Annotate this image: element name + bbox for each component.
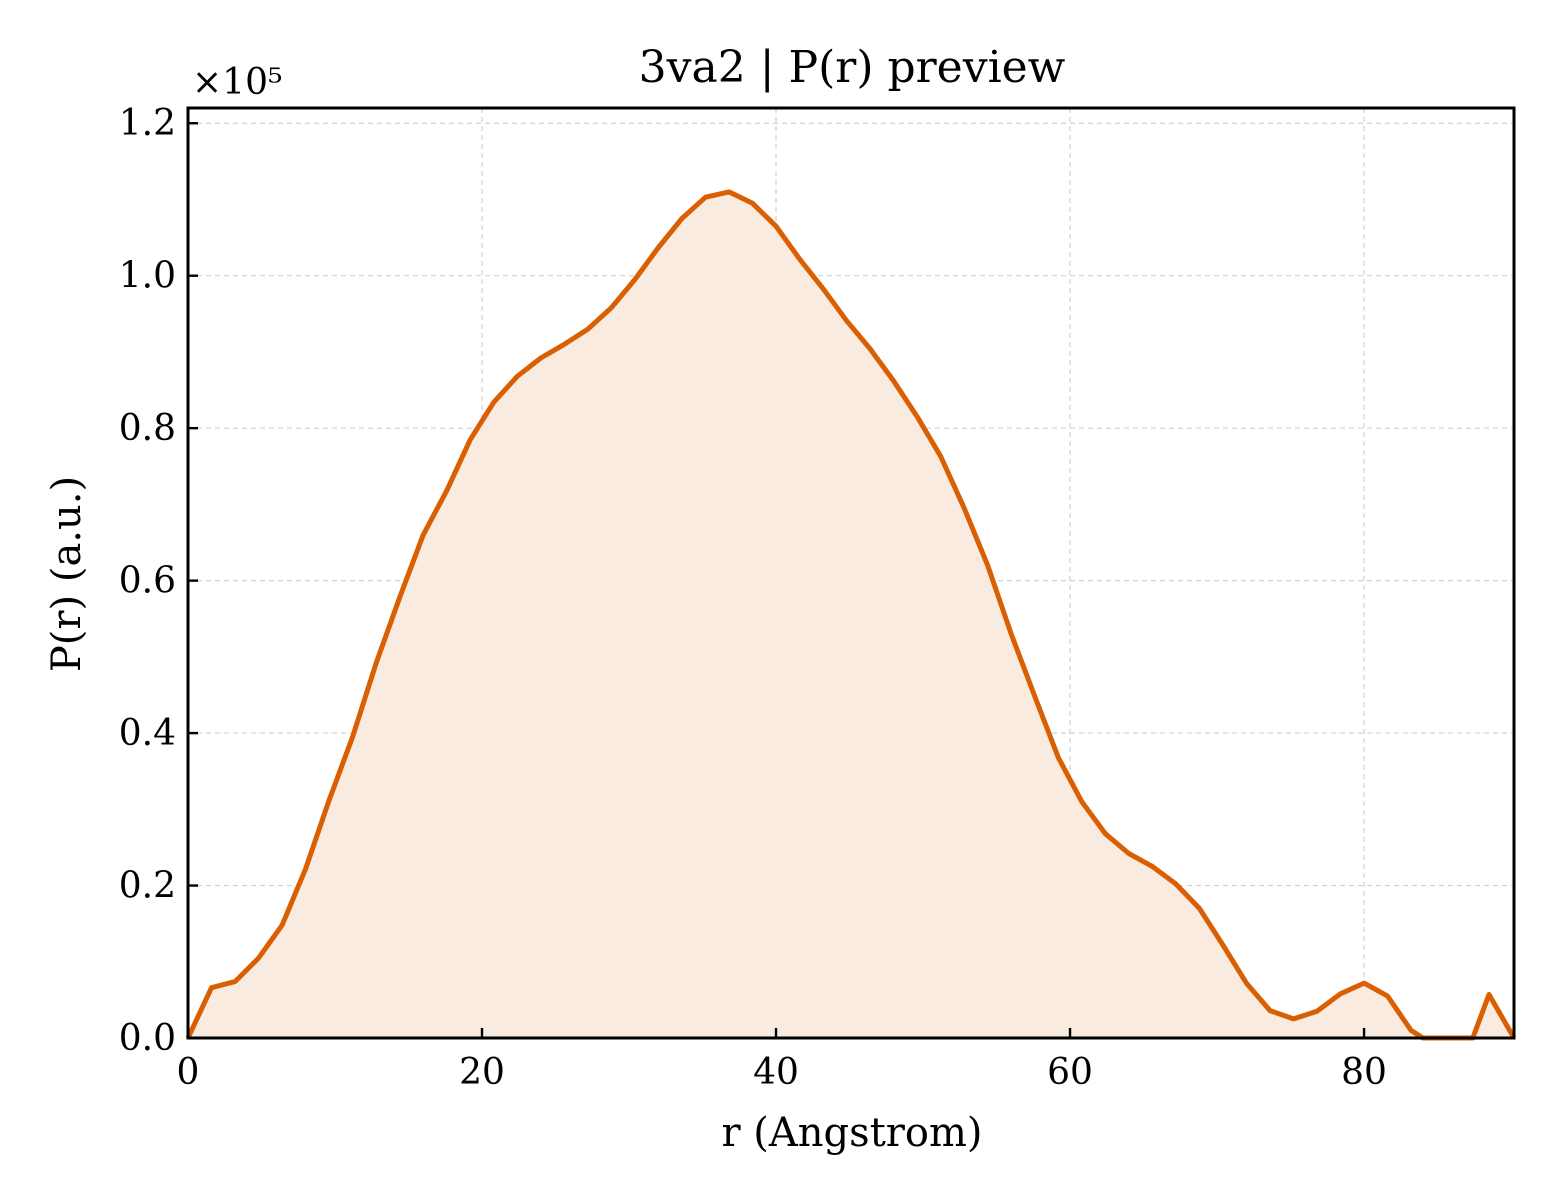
y-tick-label: 0.4 — [119, 713, 176, 754]
x-tick-label: 60 — [1047, 1052, 1093, 1093]
y-axis-label: P(r) (a.u.) — [44, 476, 90, 672]
data-area — [185, 189, 1517, 1041]
y-tick-label: 1.2 — [119, 103, 176, 144]
y-tick-label: 0.2 — [119, 866, 176, 907]
pr-series-line — [185, 189, 1517, 1041]
x-axis-label: r (Angstrom) — [721, 1110, 982, 1156]
x-tick-label: 20 — [459, 1052, 505, 1093]
chart-title: 3va2 | P(r) preview — [639, 42, 1066, 93]
x-tick-label: 0 — [177, 1052, 200, 1093]
axis-ticks: 0 20 40 60 80 0.0 0.2 0.4 0.6 0.8 1.0 1.2 — [119, 103, 1387, 1093]
y-tick-label: 1.0 — [119, 256, 176, 297]
y-multiplier-label: ×10⁵ — [192, 62, 282, 103]
y-tick-label: 0.0 — [119, 1018, 176, 1059]
pr-area-fill — [188, 191, 1514, 1038]
y-tick-label: 0.8 — [119, 408, 176, 449]
y-tick-label: 0.6 — [119, 561, 176, 602]
plot-frame — [186, 106, 1516, 1040]
x-tick-label: 40 — [753, 1052, 799, 1093]
x-tick-label: 80 — [1341, 1052, 1387, 1093]
